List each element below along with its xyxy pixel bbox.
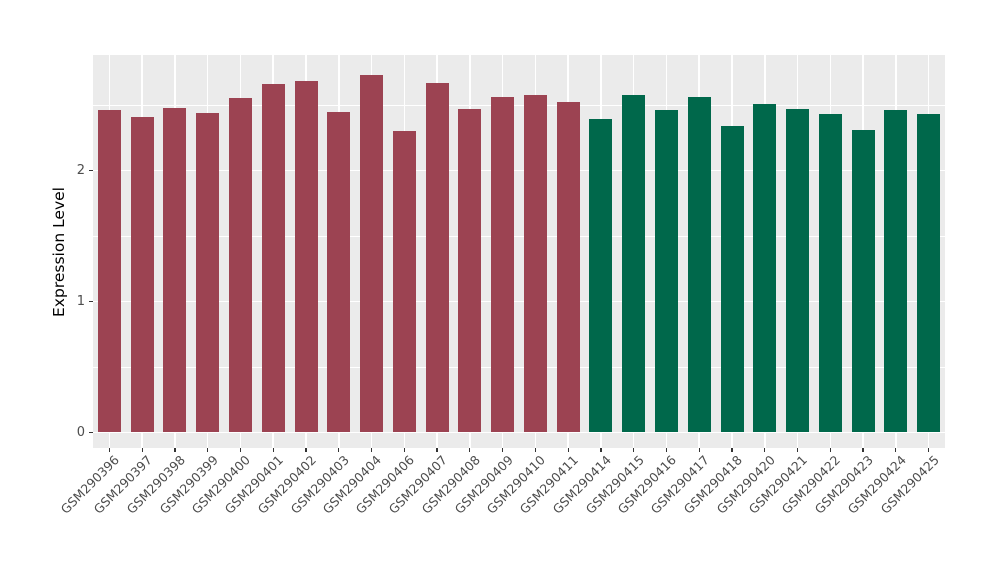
- x-tick-mark: [895, 448, 897, 452]
- x-tick-mark: [141, 448, 143, 452]
- bar-GSM290415: [622, 94, 646, 433]
- x-tick-mark: [796, 448, 799, 452]
- bar-GSM290416: [654, 110, 678, 433]
- x-tick-mark: [338, 448, 340, 452]
- horizontal-minor-gridline: [93, 235, 945, 237]
- y-axis-title: Expression Level: [50, 186, 68, 317]
- bar-GSM290414: [589, 119, 613, 433]
- x-tick-mark: [239, 448, 242, 452]
- x-tick-mark: [403, 448, 405, 452]
- bar-GSM290407: [425, 82, 449, 433]
- bar-GSM290424: [884, 110, 908, 433]
- x-tick-mark: [698, 448, 700, 452]
- x-tick-mark: [633, 448, 635, 452]
- bar-GSM290410: [523, 94, 547, 433]
- bar-GSM290396: [97, 110, 121, 433]
- x-tick-mark: [764, 448, 766, 452]
- bar-GSM290408: [458, 108, 482, 433]
- bar-GSM290398: [163, 107, 187, 433]
- bar-GSM290417: [687, 97, 711, 433]
- bar-GSM290425: [917, 114, 941, 433]
- bar-GSM290397: [130, 116, 154, 433]
- x-tick-mark: [502, 448, 504, 452]
- bar-GSM290402: [294, 81, 318, 433]
- bar-GSM290420: [753, 103, 777, 433]
- bar-GSM290403: [327, 111, 351, 433]
- y-tick-mark: [88, 169, 93, 172]
- bar-GSM290400: [228, 98, 252, 433]
- horizontal-major-gridline: [93, 300, 945, 303]
- y-tick-label: 2: [76, 162, 85, 178]
- horizontal-major-gridline: [93, 169, 945, 172]
- bar-GSM290411: [556, 102, 580, 433]
- x-tick-mark: [928, 448, 930, 452]
- y-tick-label: 0: [76, 424, 85, 440]
- horizontal-minor-gridline: [93, 104, 945, 106]
- x-tick-mark: [600, 448, 602, 452]
- x-tick-mark: [862, 448, 864, 452]
- bar-GSM290421: [786, 108, 810, 433]
- x-tick-mark: [370, 448, 373, 452]
- bar-GSM290409: [491, 97, 515, 433]
- bar-GSM290418: [720, 125, 744, 433]
- bar-GSM290401: [261, 84, 285, 433]
- x-tick-mark: [207, 448, 209, 452]
- plot-panel: [93, 55, 945, 448]
- x-tick-mark: [436, 448, 438, 452]
- x-tick-mark: [731, 448, 733, 452]
- x-tick-mark: [108, 448, 110, 452]
- x-tick-mark: [567, 448, 569, 452]
- x-tick-mark: [174, 448, 176, 452]
- x-tick-mark: [469, 448, 471, 452]
- x-tick-mark: [665, 448, 668, 452]
- bar-GSM290422: [818, 114, 842, 433]
- bar-GSM290423: [851, 129, 875, 433]
- x-tick-mark: [272, 448, 274, 452]
- bar-GSM290399: [196, 112, 220, 433]
- horizontal-major-gridline: [93, 431, 945, 434]
- x-tick-mark: [829, 448, 831, 452]
- bar-GSM290404: [360, 74, 384, 433]
- y-tick-mark: [88, 300, 93, 303]
- x-tick-mark: [534, 448, 536, 452]
- y-tick-label: 1: [76, 293, 85, 309]
- horizontal-minor-gridline: [93, 366, 945, 368]
- bar-GSM290406: [392, 131, 416, 433]
- y-tick-mark: [88, 431, 93, 434]
- x-tick-mark: [305, 448, 307, 452]
